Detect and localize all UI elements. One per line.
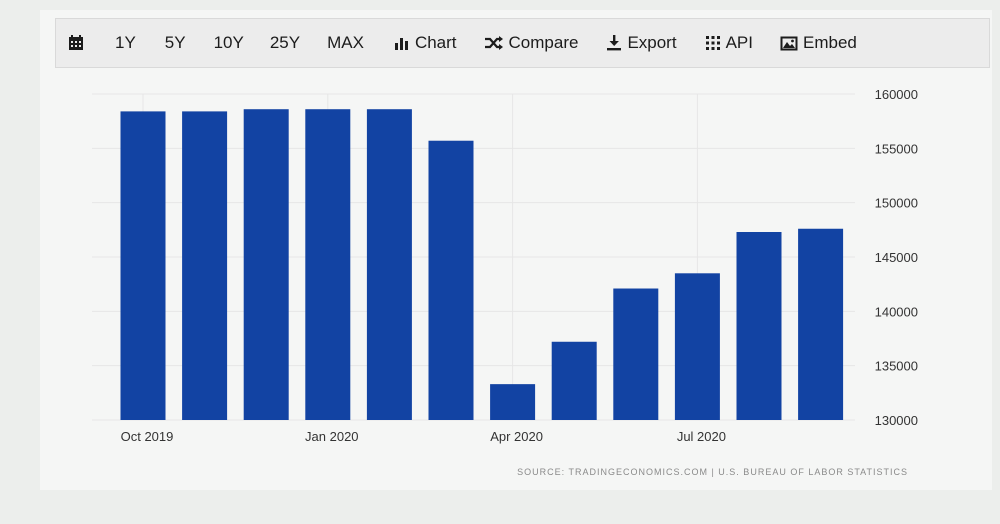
api-label: API (725, 33, 753, 52)
bar (366, 109, 412, 421)
bar (551, 341, 597, 420)
y-tick-label: 160000 (875, 87, 918, 102)
x-tick-label: Jul 2020 (677, 429, 726, 444)
y-tick-label: 130000 (875, 413, 918, 428)
bar-chart-icon (394, 35, 410, 51)
export-label: Export (627, 33, 677, 52)
embed-label: Embed (802, 33, 857, 52)
chart-bars (120, 109, 844, 421)
x-tick-label: Jan 2020 (305, 429, 359, 444)
grid-dots-icon (705, 35, 721, 51)
calendar-icon (68, 35, 84, 51)
bar (798, 228, 844, 420)
export-button[interactable]: Export (606, 33, 677, 53)
bar (490, 384, 536, 420)
x-axis: Oct 2019 Jan 2020 Apr 2020 Jul 2020 (121, 429, 726, 444)
range-10y-button[interactable]: 10Y (213, 33, 244, 52)
y-axis: 130000 135000 140000 145000 150000 155000 1600… (875, 87, 918, 428)
source-note: SOURCE: TRADINGECONOMICS.COM | U.S. BURE… (517, 467, 908, 477)
y-tick-label: 150000 (875, 196, 918, 211)
x-tick-label: Apr 2020 (490, 429, 543, 444)
compare-label: Compare (508, 33, 579, 52)
bar (428, 140, 474, 420)
shuffle-icon (484, 35, 504, 51)
bar (674, 273, 720, 420)
range-1y-button[interactable]: 1Y (115, 33, 136, 52)
range-max-button[interactable]: MAX (327, 33, 364, 52)
image-icon (780, 36, 798, 51)
embed-button[interactable]: Embed (780, 33, 857, 53)
chart-type-button[interactable]: Chart (394, 33, 457, 53)
bar (243, 109, 289, 421)
y-tick-label: 145000 (875, 250, 918, 265)
y-tick-label: 155000 (875, 141, 918, 156)
chart-toolbar: 1Y 5Y 10Y 25Y MAX Chart Compare (55, 18, 990, 68)
calendar-button[interactable] (68, 35, 84, 51)
y-tick-label: 135000 (875, 359, 918, 374)
range-25y-button[interactable]: 25Y (269, 33, 301, 52)
api-button[interactable]: API (705, 33, 753, 53)
y-tick-label: 140000 (875, 304, 918, 319)
bar (613, 288, 659, 420)
bar (120, 111, 166, 421)
bar (305, 109, 351, 421)
bar (182, 111, 228, 421)
download-icon (606, 35, 622, 51)
chart-type-label: Chart (414, 33, 457, 52)
range-5y-button[interactable]: 5Y (164, 33, 186, 52)
bar (736, 232, 782, 420)
compare-button[interactable]: Compare (484, 33, 579, 53)
x-tick-label: Oct 2019 (121, 429, 174, 444)
